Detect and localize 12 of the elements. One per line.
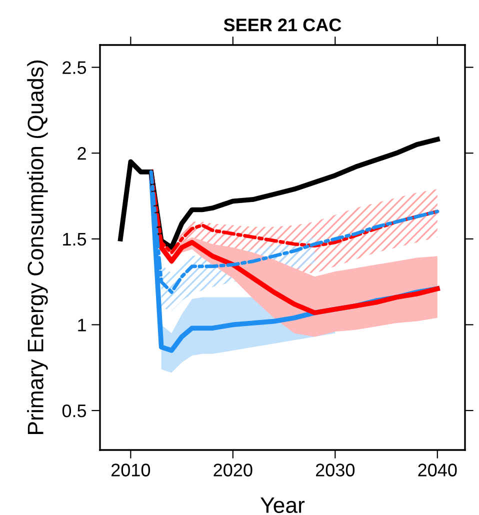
x-axis-title: Year <box>260 498 305 514</box>
y-axis-title: Primary Energy Consumption (Quads) <box>27 60 48 434</box>
y-tick-label: 2.5 <box>62 61 86 74</box>
y-tick-label: 1.5 <box>63 233 86 246</box>
x-tick-label: 2020 <box>214 464 252 476</box>
y-tick-label: 2 <box>78 147 86 160</box>
x-tick-label: 2010 <box>112 464 150 476</box>
y-tick-label: 1 <box>78 318 86 332</box>
x-tick-label: 2040 <box>418 464 457 476</box>
chart-title: SEER 21 CAC <box>224 18 342 32</box>
y-tick-label: 0.5 <box>62 404 86 418</box>
x-tick-label: 2030 <box>316 464 355 476</box>
